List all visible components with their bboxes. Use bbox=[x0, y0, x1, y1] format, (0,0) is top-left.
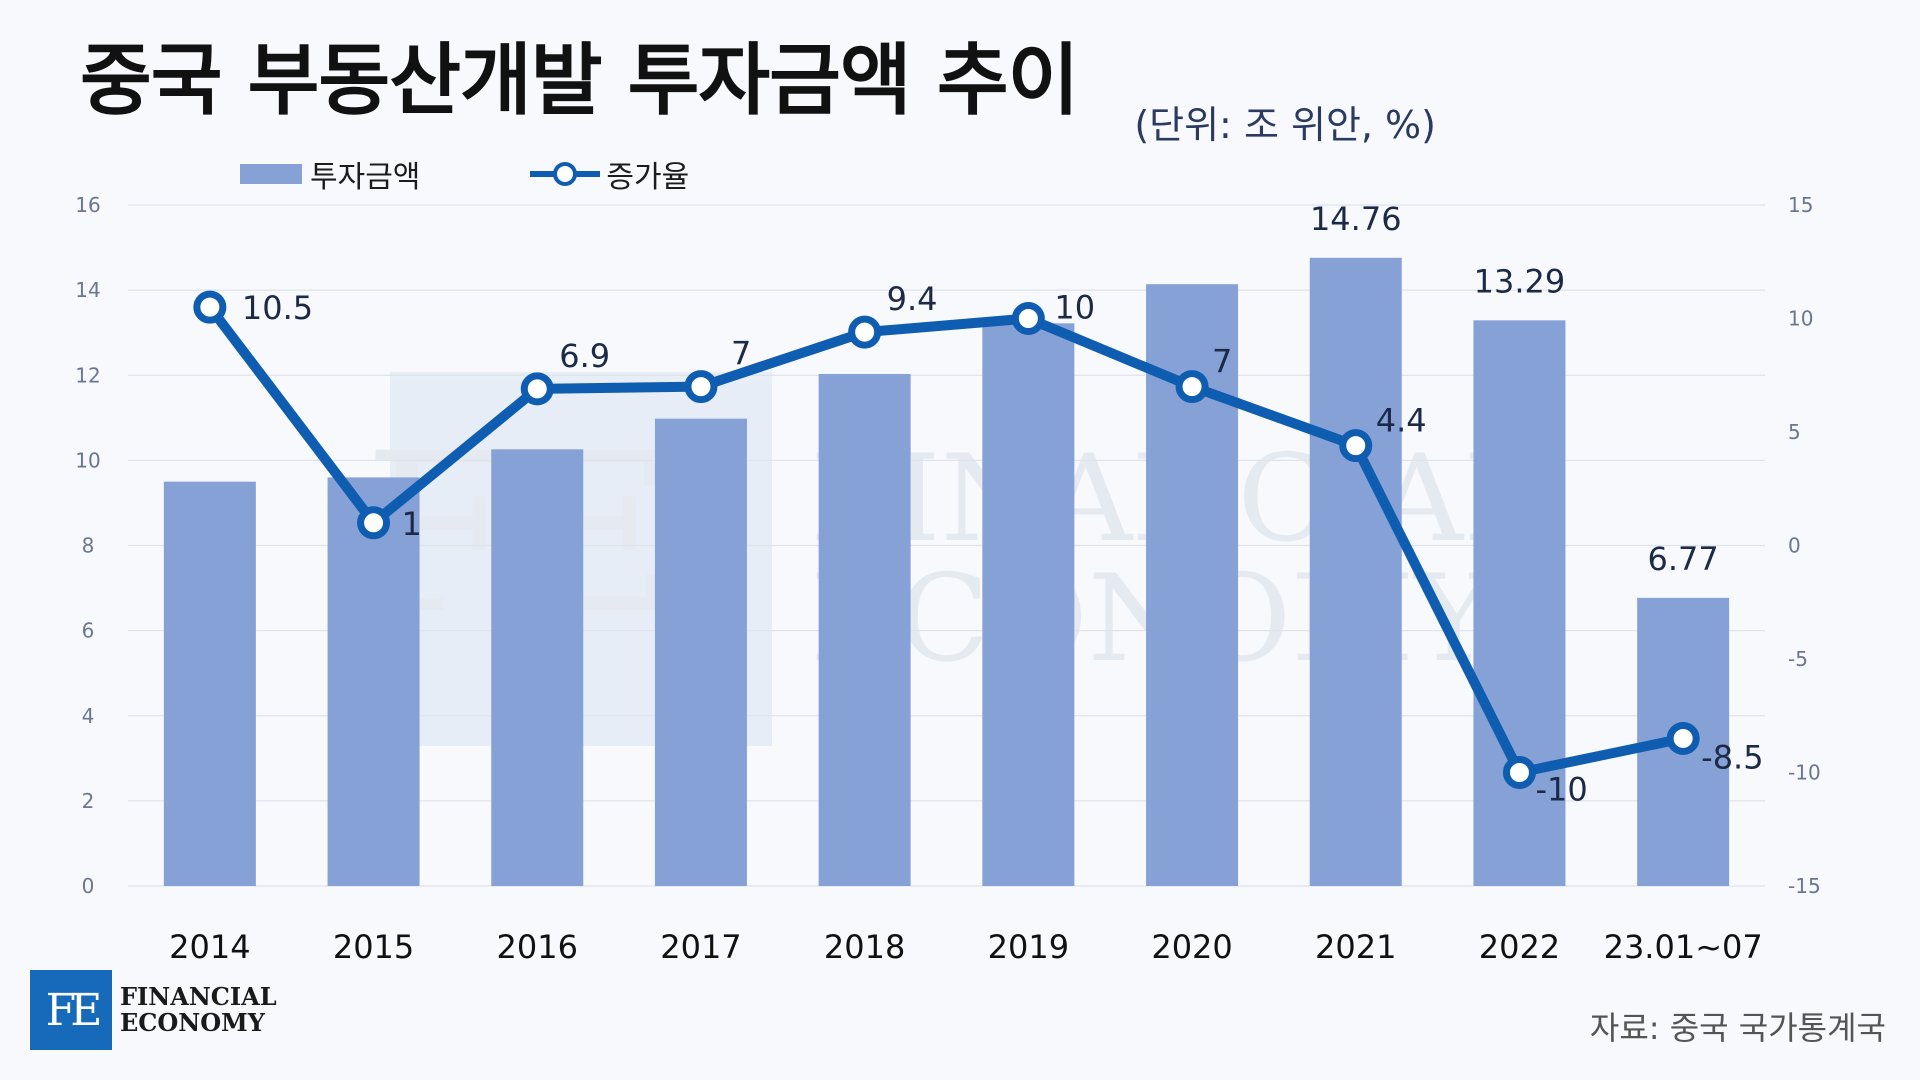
line-data-label: 10 bbox=[1054, 289, 1095, 327]
logo-line2: ECONOMY bbox=[120, 1008, 265, 1037]
bar-labels: 14.76 13.29 6.77 bbox=[1310, 200, 1719, 578]
line-data-label: 7 bbox=[1212, 343, 1232, 381]
bar bbox=[491, 449, 584, 886]
y-left-tick-label: 2 bbox=[82, 789, 95, 813]
y-left-tick-label: 10 bbox=[75, 448, 100, 472]
line-point bbox=[357, 506, 391, 540]
y-left-tick-label: 14 bbox=[75, 278, 100, 302]
line-data-label: 10.5 bbox=[242, 289, 313, 327]
bar bbox=[818, 373, 911, 886]
chart-title: 중국 부동산개발 투자금액 추이 bbox=[80, 36, 1079, 126]
y-left-tick-label: 16 bbox=[75, 193, 100, 217]
bar bbox=[1309, 257, 1402, 887]
x-tick-label: 2018 bbox=[824, 928, 905, 966]
y-right-tick-label: -15 bbox=[1788, 874, 1821, 898]
legend-item-investment: 투자금액 bbox=[240, 152, 420, 196]
x-tick-label: 2022 bbox=[1479, 928, 1560, 966]
x-tick-label: 23.01~07 bbox=[1604, 928, 1763, 966]
line-series bbox=[193, 290, 1700, 789]
bar-series bbox=[163, 257, 1730, 887]
bar-data-label: 6.77 bbox=[1648, 540, 1719, 578]
y-axis-left: 0 2 4 6 8 10 12 14 16 bbox=[75, 193, 100, 898]
brand-logo: FE FINANCIAL ECONOMY bbox=[30, 970, 277, 1050]
unit-label: (단위: 조 위안, %) bbox=[1134, 103, 1436, 147]
legend-label-growth: 증가율 bbox=[606, 160, 690, 195]
bar-data-label: 14.76 bbox=[1310, 200, 1402, 238]
logo-line1: FINANCIAL bbox=[120, 982, 277, 1011]
y-left-tick-label: 0 bbox=[82, 874, 95, 898]
bar bbox=[982, 323, 1075, 887]
line-point bbox=[684, 370, 718, 404]
line-data-label: 9.4 bbox=[887, 280, 938, 318]
growth-line bbox=[204, 302, 1689, 778]
y-right-tick-label: 0 bbox=[1788, 534, 1801, 558]
y-right-tick-label: -5 bbox=[1788, 647, 1808, 671]
bar bbox=[327, 477, 420, 886]
bar bbox=[1473, 320, 1566, 886]
bar bbox=[163, 481, 256, 886]
legend: 투자금액 증가율 bbox=[240, 152, 799, 196]
y-right-tick-label: -10 bbox=[1788, 761, 1821, 785]
y-left-tick-label: 12 bbox=[75, 363, 100, 387]
x-tick-label: 2014 bbox=[169, 928, 250, 966]
y-axis-right: -15 -10 -5 0 5 10 15 bbox=[1788, 193, 1821, 898]
x-tick-label: 2015 bbox=[333, 928, 414, 966]
legend-item-growth: 증가율 bbox=[530, 152, 689, 196]
logo-mark: FE bbox=[30, 970, 112, 1050]
legend-line-swatch bbox=[530, 162, 601, 186]
y-left-tick-label: 6 bbox=[82, 619, 95, 643]
line-point bbox=[193, 290, 227, 324]
line-data-label: -10 bbox=[1535, 771, 1587, 809]
line-point bbox=[848, 315, 882, 349]
line-data-label: 4.4 bbox=[1376, 402, 1427, 440]
x-tick-label: 2021 bbox=[1315, 928, 1396, 966]
x-tick-label: 2016 bbox=[497, 928, 578, 966]
bar-data-label: 13.29 bbox=[1474, 262, 1566, 300]
x-axis: 2014 2015 2016 2017 2018 2019 2020 2021 2022 23.0… bbox=[169, 928, 1763, 966]
logo-words: FINANCIAL ECONOMY bbox=[120, 984, 277, 1036]
line-point bbox=[1175, 370, 1209, 404]
line-point bbox=[1502, 756, 1536, 789]
line-data-label: -8.5 bbox=[1701, 738, 1763, 776]
line-data-label: 7 bbox=[731, 335, 751, 373]
x-tick-label: 2017 bbox=[660, 928, 741, 966]
line-point bbox=[1339, 429, 1373, 463]
y-left-tick-label: 4 bbox=[82, 704, 95, 728]
line-data-label: 1 bbox=[402, 505, 422, 543]
source-note: 자료: 중국 국가통계국 bbox=[1589, 1009, 1886, 1047]
x-tick-label: 2020 bbox=[1151, 928, 1232, 966]
y-left-tick-label: 8 bbox=[82, 534, 95, 558]
line-labels: 10.5 1 6.9 7 9.4 10 7 4.4 -10 -8.5 bbox=[242, 280, 1764, 808]
bar bbox=[654, 418, 747, 886]
y-right-tick-label: 10 bbox=[1788, 307, 1813, 331]
line-data-label: 6.9 bbox=[559, 337, 610, 375]
legend-bar-swatch bbox=[240, 164, 302, 184]
line-point bbox=[1666, 721, 1700, 755]
y-right-tick-label: 5 bbox=[1788, 420, 1801, 444]
line-point bbox=[520, 372, 554, 406]
line-point bbox=[1011, 302, 1045, 335]
legend-label-investment: 투자금액 bbox=[310, 160, 421, 195]
x-tick-label: 2019 bbox=[988, 928, 1069, 966]
y-right-tick-label: 15 bbox=[1788, 193, 1813, 217]
